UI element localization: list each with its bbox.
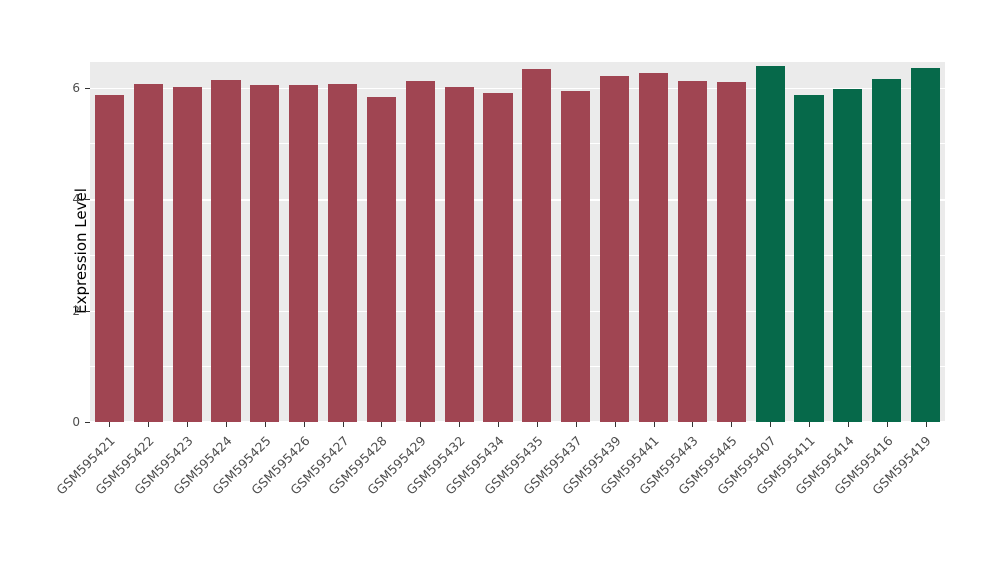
bar [755,66,785,422]
major-gridline [90,87,945,90]
bar [910,67,941,422]
bar [872,78,902,422]
y-tick-mark [85,87,90,89]
bar [561,90,591,422]
x-tick-mark [264,422,266,427]
x-tick-mark [925,422,927,427]
x-tick-mark [536,422,538,427]
bar [444,87,474,422]
y-tick-label: 0 [72,415,80,429]
bar [133,84,163,422]
x-tick-mark [187,422,189,427]
x-tick-mark [886,422,888,427]
bar [522,69,552,422]
x-tick-mark [498,422,500,427]
x-tick-mark [148,422,150,427]
bar [405,80,435,422]
x-tick-mark [847,422,849,427]
x-tick-mark [226,422,228,427]
y-tick-label: 2 [72,303,80,318]
bar [677,80,707,422]
x-tick-mark [692,422,694,427]
bar [250,84,280,422]
bar [833,89,863,422]
x-tick-mark [614,422,616,427]
y-tick-mark [85,199,90,201]
x-tick-mark [342,422,344,427]
bar [483,92,513,422]
bar [638,73,669,422]
bar [716,81,746,422]
major-gridline [90,199,945,201]
bar [172,87,202,422]
minor-gridline [90,254,945,256]
y-tick-label: 4 [72,192,80,207]
minor-gridline [90,366,945,368]
x-tick-mark [303,422,305,427]
x-tick-mark [420,422,422,427]
y-tick-mark [85,310,90,312]
bar [328,84,358,422]
bar [794,94,824,422]
x-tick-mark [381,422,383,427]
x-tick-mark [653,422,655,427]
bar [94,95,124,422]
x-tick-mark [109,422,111,427]
y-tick-mark [85,422,90,423]
major-gridline [90,420,945,422]
x-tick-mark [575,422,577,427]
bar [366,96,397,422]
x-tick-mark [808,422,810,427]
major-gridline [90,310,945,313]
x-tick-mark [770,422,772,427]
bar [600,75,630,422]
x-tick-mark [459,422,461,427]
minor-gridline [90,143,945,145]
bar [211,79,241,422]
y-axis-title: Expression Level [71,188,90,314]
y-tick-label: 6 [72,80,80,95]
bar [289,85,319,422]
x-tick-mark [731,422,733,427]
